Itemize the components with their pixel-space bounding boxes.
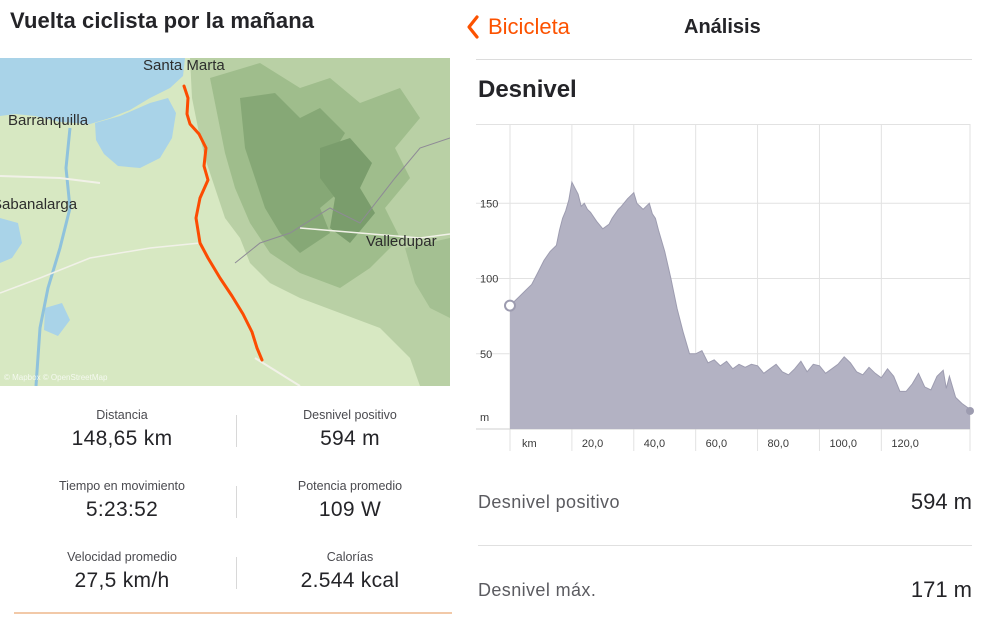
map-label-santa-marta: Santa Marta [143, 58, 225, 74]
x-axis-unit-label: km [522, 438, 537, 450]
section-title: Desnivel [478, 76, 577, 103]
stat-avg-speed: Velocidad promedio 27,5 km/h [9, 542, 235, 593]
x-tick-label: 60,0 [706, 438, 727, 450]
x-tick-label: 40,0 [644, 438, 665, 450]
mountain-east [405, 238, 450, 318]
stat-divider [236, 486, 237, 518]
stats-grid: Distancia 148,65 km Desnivel positivo 59… [0, 400, 452, 613]
elevation-chart-svg: 50 100 150 m km 20,0 40,0 60,0 80,0 100,0 120,0 [476, 124, 974, 451]
route-map[interactable]: Santa Marta Barranquilla Sabanalarga Val… [0, 58, 450, 386]
stat-label: Tiempo en movimiento [59, 479, 185, 493]
elevation-area [510, 182, 970, 429]
x-tick-label: 120,0 [891, 438, 919, 450]
sea [0, 58, 185, 124]
lagoon-west [0, 218, 22, 263]
chart-area-layer [504, 180, 974, 429]
stat-avg-power: Potencia promedio 109 W [237, 471, 463, 522]
stat-label: Calorías [326, 550, 374, 564]
map-canvas: Santa Marta Barranquilla Sabanalarga Val… [0, 58, 450, 386]
start-point-marker [504, 299, 516, 312]
stat-label: Potencia promedio [297, 479, 403, 493]
stat-value: 109 W [318, 498, 382, 521]
stat-divider [236, 557, 237, 589]
chevron-left-icon [467, 15, 479, 39]
map-attribution: © Mapbox © OpenStreetMap [4, 373, 108, 382]
mountain-peak-2 [320, 138, 375, 243]
y-tick-label: 50 [480, 349, 492, 361]
x-tick-label: 80,0 [768, 438, 789, 450]
stat-value: 2.544 kcal [300, 569, 400, 592]
mountain-peak [240, 93, 350, 253]
stat-moving-time: Tiempo en movimiento 5:23:52 [9, 471, 235, 522]
elevation-chart[interactable]: 50 100 150 m km 20,0 40,0 60,0 80,0 100,0 120,0 [476, 124, 984, 454]
stat-value: 148,65 km [71, 427, 173, 450]
chart-ticks: 50 100 150 m km 20,0 40,0 60,0 80,0 100,0 120,0 [480, 198, 919, 450]
cienaga [95, 98, 176, 168]
activity-title: Vuelta ciclista por la mañana [10, 8, 315, 33]
x-tick-label: 20,0 [582, 438, 603, 450]
stat-label: Velocidad promedio [67, 550, 177, 564]
stat-value: 27,5 km/h [74, 569, 170, 592]
road-4 [299, 227, 450, 239]
y-tick-label: 100 [480, 274, 498, 286]
screen-title: Análisis [684, 16, 761, 38]
stat-distance: Distancia 148,65 km [9, 400, 235, 451]
activity-summary-panel: Vuelta ciclista por la mañana [0, 0, 452, 621]
metric-value: 171 m [910, 577, 972, 602]
metric-divider [478, 545, 972, 546]
metric-elevation-gain: Desnivel positivo 594 m [478, 484, 972, 524]
x-tick-label: 100,0 [829, 438, 857, 450]
stat-label: Distancia [96, 408, 148, 422]
stat-value: 5:23:52 [85, 498, 159, 521]
lagoon-south [44, 303, 70, 336]
stat-label: Desnivel positivo [303, 408, 397, 422]
analysis-panel: Bicicleta Análisis Desnivel 50 100 150 m km 2… [462, 0, 984, 621]
stat-divider [236, 415, 237, 447]
road-2 [0, 242, 201, 294]
stat-value: 594 m [320, 427, 380, 450]
road-1 [0, 175, 101, 184]
metric-value: 594 m [910, 489, 972, 514]
department-border [234, 137, 450, 264]
end-point-marker [966, 406, 974, 415]
back-button[interactable]: Bicicleta [466, 12, 570, 42]
metric-label: Desnivel máx. [478, 580, 597, 600]
map-label-sabanalarga: Sabanalarga [0, 196, 78, 213]
stats-bottom-divider [14, 612, 452, 614]
magdalena-river [34, 127, 72, 386]
route-line [182, 84, 264, 362]
stats-row: Velocidad promedio 27,5 km/h Calorías 2.… [0, 542, 452, 613]
elevation-line [509, 180, 971, 412]
y-axis-unit-label: m [480, 412, 489, 424]
header-divider [476, 59, 972, 60]
map-label-barranquilla: Barranquilla [8, 112, 89, 129]
stats-row: Tiempo en movimiento 5:23:52 Potencia pr… [0, 471, 452, 542]
road-3 [254, 357, 301, 386]
stat-calories: Calorías 2.544 kcal [237, 542, 463, 593]
metric-label: Desnivel positivo [478, 492, 620, 512]
y-tick-label: 150 [480, 198, 498, 210]
back-label: Bicicleta [488, 14, 570, 39]
stats-row: Distancia 148,65 km Desnivel positivo 59… [0, 400, 452, 471]
metric-max-elevation: Desnivel máx. 171 m [478, 572, 972, 612]
stat-elevation-gain: Desnivel positivo 594 m [237, 400, 463, 451]
map-label-valledupar: Valledupar [366, 233, 437, 250]
